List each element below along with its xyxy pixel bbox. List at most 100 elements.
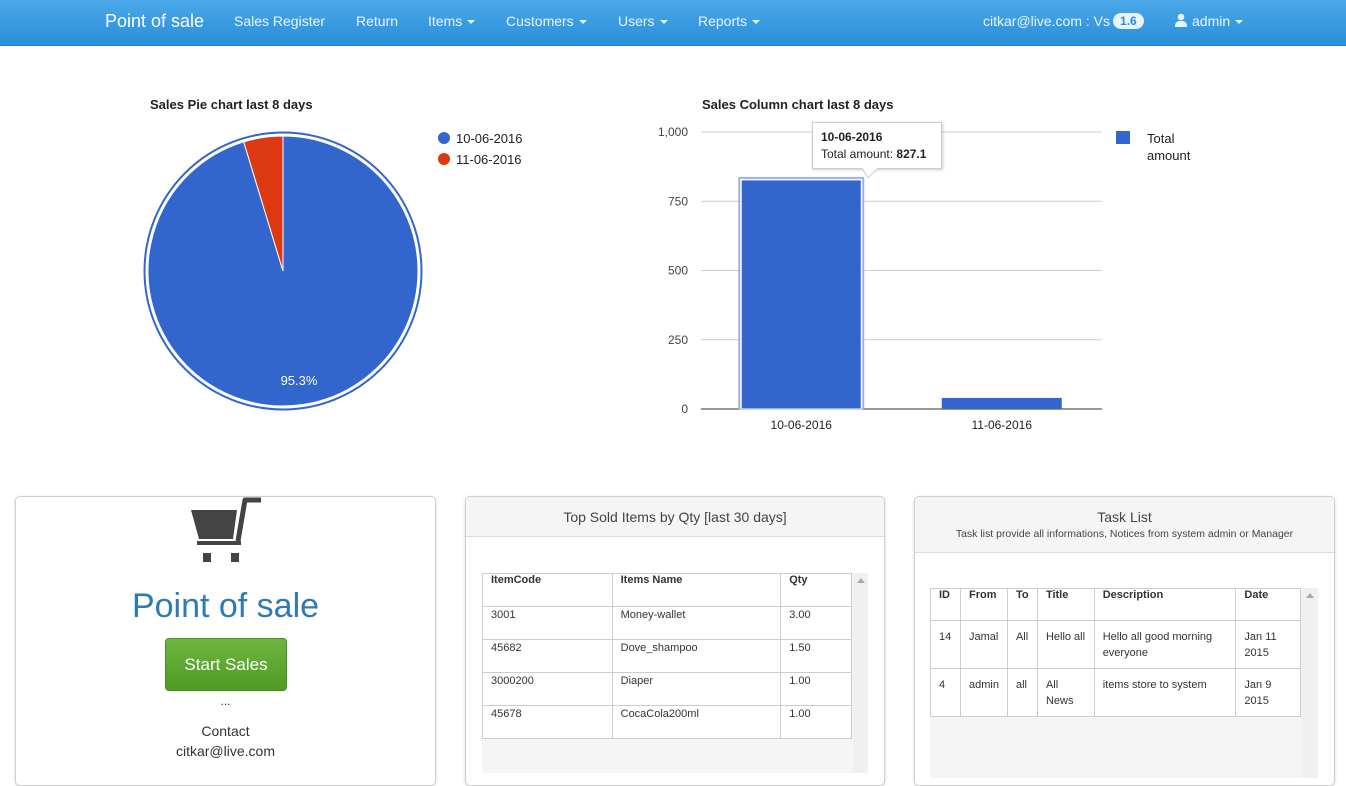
table-cell: Diaper (611, 672, 782, 706)
column-legend-label[interactable]: Total amount (1147, 131, 1191, 163)
top-items-panel: Top Sold Items by Qty [last 30 days] Ite… (465, 496, 885, 786)
column-header: ItemCode (482, 573, 613, 607)
table-cell: CocaCola200ml (611, 705, 782, 739)
table-cell: Jan 11 2015 (1235, 620, 1301, 669)
top-items-table: ItemCode Items Name Qty 3001 Money-wallet 3.… (482, 573, 852, 739)
column-legend-swatch (1116, 131, 1130, 144)
table-cell: All (1006, 620, 1038, 669)
chevron-down-icon (467, 20, 476, 25)
column-header: Title (1036, 588, 1095, 621)
column-chart-ticks: 0 250 500 750 1,000 10-06-2016 11-06-2016 (658, 125, 1032, 432)
column-chart: 0 250 500 750 1,000 10-06-2016 11-06-2016 (658, 125, 1102, 432)
table-cell: Jan 9 2015 (1235, 668, 1301, 717)
column-chart-title: Sales Column chart last 8 days (702, 97, 894, 112)
table-cell: Jamal (959, 620, 1008, 669)
table-cell: 1.00 (780, 672, 852, 706)
contact-label: Contact (201, 723, 250, 739)
top-items-title: Top Sold Items by Qty [last 30 days] (466, 497, 884, 537)
table-cell: Hello all good morning everyone (1093, 620, 1237, 669)
tooltip-pointer (862, 168, 879, 179)
scroll-up-icon[interactable] (1306, 593, 1314, 598)
column-header: Date (1235, 588, 1301, 621)
top-navbar: Point of sale Sales Register Return Item… (0, 0, 1346, 46)
table-scrollbar[interactable] (853, 573, 868, 773)
table-row[interactable]: 3001 Money-wallet 3.00 (482, 606, 852, 640)
account-email: citkar@live.com : Vs (983, 13, 1111, 29)
pie-slice-11-06-2016[interactable] (243, 135, 284, 272)
nav-reports-label: Reports (698, 13, 748, 29)
column-header: Description (1093, 588, 1237, 621)
table-row[interactable]: 3000200 Diaper 1.00 (482, 672, 852, 706)
nav-customers-dropdown[interactable]: Customers (506, 13, 587, 29)
table-cell: all (1006, 668, 1038, 717)
pie-slice-label: 95.3% (281, 373, 318, 388)
table-cell: 3.00 (780, 606, 852, 640)
nav-return[interactable]: Return (356, 13, 399, 29)
table-cell: Hello all (1036, 620, 1095, 669)
chevron-down-icon (578, 20, 587, 25)
chart-tooltip: 10-06-2016 Total amount: 827.1 (812, 122, 942, 169)
table-cell: 1.00 (780, 705, 852, 739)
table-cell: 45678 (482, 705, 613, 739)
nav-items-dropdown[interactable]: Items (428, 13, 476, 29)
y-tick-label: 500 (668, 264, 688, 278)
nav-customers-label: Customers (506, 13, 574, 29)
column-header: Items Name (611, 573, 782, 607)
table-row[interactable]: 4 admin all All News items store to system Ja… (930, 668, 1301, 717)
y-tick-label: 750 (668, 194, 688, 208)
nav-reports-dropdown[interactable]: Reports (698, 13, 761, 29)
legend-dot-icon (438, 153, 450, 165)
table-row[interactable]: 45682 Dove_shampoo 1.50 (482, 639, 852, 673)
table-cell: Dove_shampoo (611, 639, 782, 673)
table-cell: admin (959, 668, 1008, 717)
pie-slices (147, 135, 419, 407)
start-sales-button[interactable]: Start Sales (165, 638, 287, 691)
table-cell: 14 (930, 620, 961, 669)
brand-link[interactable]: Point of sale (105, 11, 205, 31)
nav-user-dropdown[interactable]: admin (1174, 13, 1244, 29)
shopping-cart-icon (191, 497, 261, 562)
nav-users-label: Users (618, 13, 655, 29)
task-list-subtitle: Task list provide all informations, Noti… (955, 528, 1294, 540)
table-row[interactable]: 45678 CocaCola200ml 1.00 (482, 705, 852, 739)
task-list-title: Task List (1097, 509, 1152, 525)
table-cell: 3001 (482, 606, 613, 640)
task-list-panel: Task List Task list provide all informat… (914, 496, 1335, 786)
table-cell: items store to system (1093, 668, 1237, 717)
tooltip-value: 827.1 (896, 147, 927, 161)
pie-legend-item-1[interactable]: 10-06-2016 (438, 131, 523, 146)
pos-title: Point of sale (131, 587, 320, 625)
chevron-down-icon (752, 20, 761, 25)
pie-legend-label-1: 10-06-2016 (456, 131, 523, 146)
user-icon (1175, 13, 1187, 27)
x-tick-label: 10-06-2016 (771, 418, 833, 432)
pie-legend-label-2: 11-06-2016 (456, 152, 522, 167)
pos-ellipsis: ... (220, 694, 231, 708)
table-header-row: ID From To Title Description Date (930, 588, 1301, 621)
bar-10-06-2016[interactable] (740, 179, 862, 410)
pos-panel: Point of sale Start Sales ... Contact ci… (15, 496, 436, 786)
pie-highlight-ring (143, 131, 423, 411)
table-row[interactable]: 14 Jamal All Hello all Hello all good mornin… (930, 620, 1301, 669)
chevron-down-icon (659, 20, 668, 25)
bar-11-06-2016[interactable] (941, 397, 1062, 409)
scroll-up-icon[interactable] (857, 578, 865, 583)
table-scrollbar[interactable] (1302, 588, 1317, 778)
y-tick-label: 0 (681, 402, 688, 416)
column-header: ID (930, 588, 961, 621)
task-table: ID From To Title Description Date 14 Jamal All H… (930, 588, 1301, 717)
y-tick-label: 250 (668, 333, 688, 347)
pie-chart-title: Sales Pie chart last 8 days (150, 97, 313, 112)
table-cell: Money-wallet (611, 606, 782, 640)
pie-legend-item-2[interactable]: 11-06-2016 (438, 152, 522, 167)
contact-email[interactable]: citkar@live.com (175, 743, 275, 759)
x-tick-label: 11-06-2016 (972, 418, 1033, 432)
nav-sales-register[interactable]: Sales Register (234, 13, 326, 29)
version-badge: 1.6 (1113, 13, 1144, 29)
nav-users-dropdown[interactable]: Users (618, 13, 668, 29)
table-header-row: ItemCode Items Name Qty (482, 573, 852, 607)
top-items-table-wrap: ItemCode Items Name Qty 3001 Money-wallet 3.… (482, 573, 868, 773)
tooltip-date: 10-06-2016 (821, 130, 883, 144)
user-label: admin (1192, 13, 1231, 29)
nav-account[interactable]: citkar@live.com : Vs 1.6 (983, 13, 1144, 29)
